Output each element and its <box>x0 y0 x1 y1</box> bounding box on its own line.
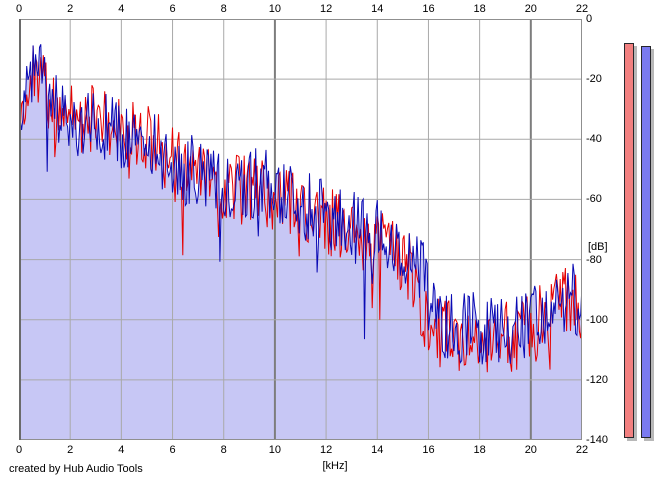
x-tick-label: 0 <box>15 444 23 456</box>
y-tick-label: -60 <box>586 193 602 206</box>
x-tick-label: 2 <box>67 444 74 456</box>
credit-text: created by Hub Audio Tools <box>9 463 143 475</box>
y-tick-label: -20 <box>586 73 602 86</box>
blue-level-meter <box>641 46 651 438</box>
y-tick-label: 0 <box>586 13 593 25</box>
y-tick-label: -40 <box>586 133 602 146</box>
x-tick-label: 12 <box>319 444 333 456</box>
spectrum-plot <box>19 19 582 440</box>
y-tick-label: -80 <box>586 253 602 266</box>
x-tick-label: 0 <box>15 3 23 15</box>
blue-spectrum-fill <box>19 44 582 440</box>
red-level-meter <box>624 43 634 438</box>
db-unit-label: [dB] <box>588 241 608 253</box>
x-tick-label: 20 <box>524 3 537 15</box>
x-tick-label: 8 <box>220 444 227 456</box>
khz-unit-label: [kHz] <box>322 460 348 472</box>
x-tick-label: 8 <box>220 3 227 15</box>
x-tick-label: 16 <box>422 3 435 15</box>
x-tick-label: 10 <box>268 444 282 456</box>
blue-spectrum-trace <box>19 44 582 365</box>
x-tick-label: 6 <box>169 3 176 15</box>
x-tick-label: 6 <box>169 444 176 456</box>
x-tick-label: 14 <box>371 3 384 15</box>
y-tick-label: -120 <box>586 373 609 386</box>
x-tick-label: 18 <box>473 444 486 456</box>
x-tick-label: 2 <box>67 3 74 15</box>
x-tick-label: 4 <box>118 3 125 15</box>
x-tick-label: 14 <box>371 444 384 456</box>
x-tick-label: 22 <box>575 3 589 15</box>
x-tick-label: 18 <box>473 3 486 15</box>
x-tick-label: 10 <box>268 3 282 15</box>
x-tick-label: 20 <box>524 444 537 456</box>
x-tick-label: 12 <box>319 3 333 15</box>
y-tick-label: -100 <box>586 313 609 326</box>
x-tick-label: 16 <box>422 444 435 456</box>
x-tick-label: 4 <box>118 444 125 456</box>
x-tick-label: 22 <box>575 444 589 456</box>
y-tick-label: -140 <box>586 434 609 446</box>
